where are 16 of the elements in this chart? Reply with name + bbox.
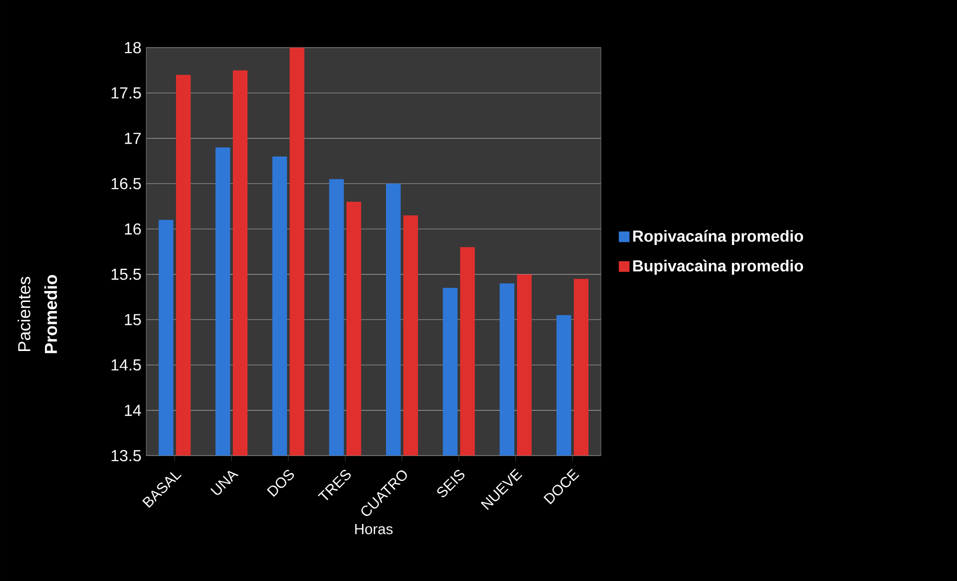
- legend-label: Ropivacaína promedio: [633, 230, 804, 245]
- y-tick-label: 14: [124, 404, 142, 416]
- y-tick-label: 17.5: [112, 87, 141, 99]
- y-tick-label: 16: [124, 223, 141, 235]
- y-tick-label: 13.5: [112, 450, 141, 462]
- text: Promedio: [44, 275, 58, 354]
- y-tick-label: 14.5: [112, 359, 141, 371]
- y-tick-label: 15.5: [112, 268, 141, 280]
- x-axis-title: Horas: [355, 524, 393, 534]
- legend-label: Bupivacaìna promedio: [633, 260, 804, 275]
- x-tick-label: UNA: [210, 470, 239, 495]
- y-axis-title: Pacientes: [18, 276, 30, 351]
- y-tick-label: 17: [124, 132, 141, 144]
- y-tick-label: 15: [124, 314, 141, 326]
- y-tick-label: 18: [124, 42, 141, 54]
- y-tick-label: 16.5: [112, 178, 141, 190]
